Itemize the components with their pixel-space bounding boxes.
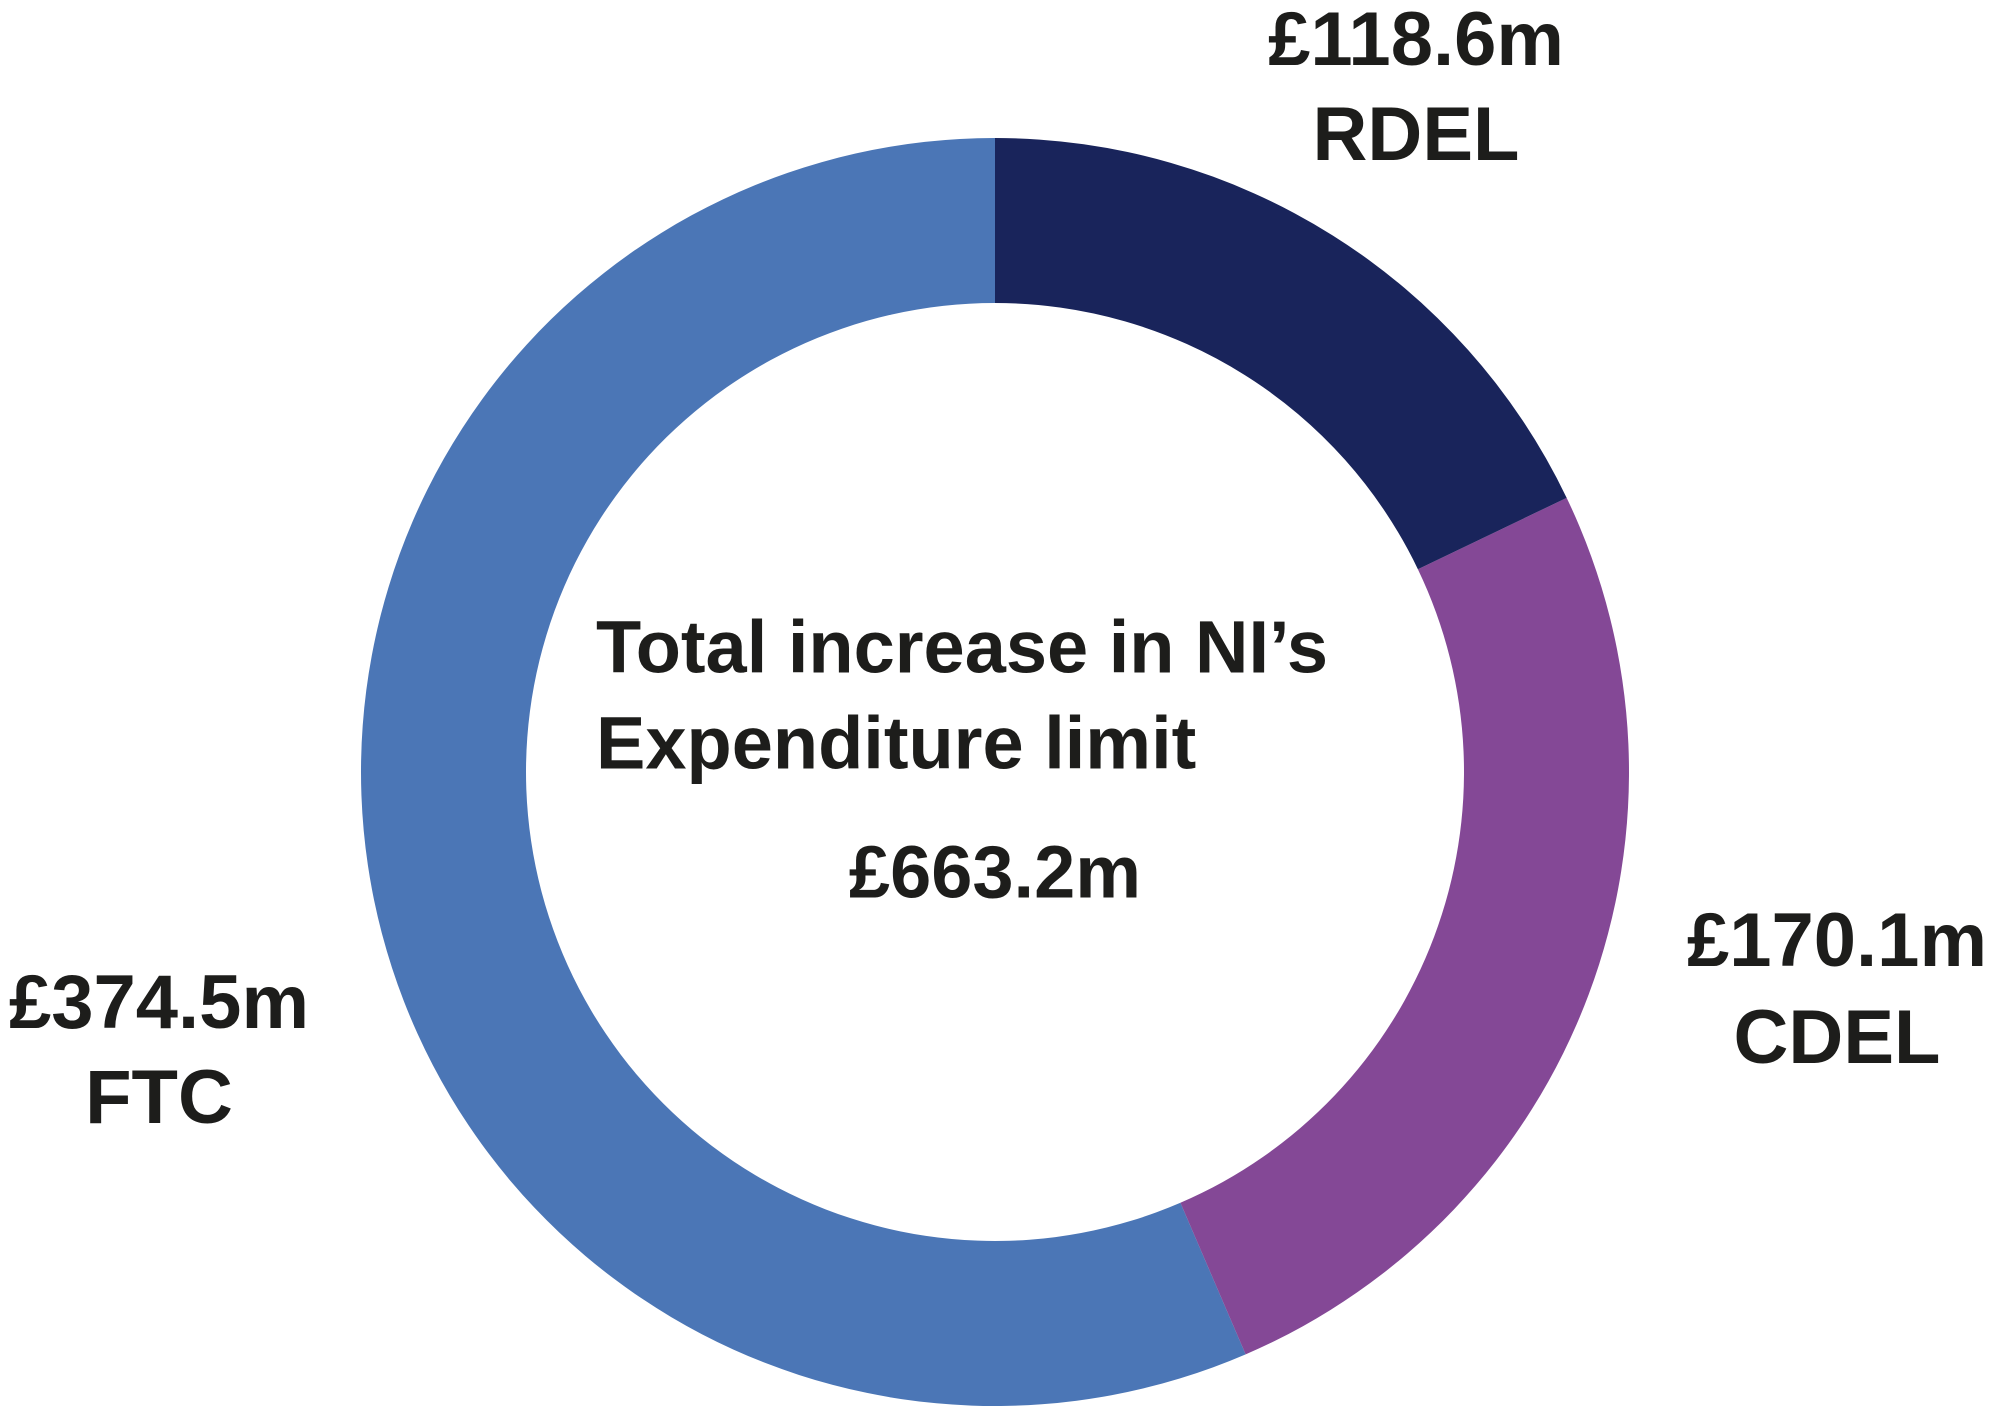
center-title: Total increase in NI’s (596, 606, 1328, 689)
value-label: £170.1m (1687, 898, 1987, 983)
center-title: Expenditure limit (596, 702, 1196, 785)
donut-segment (1180, 497, 1629, 1355)
center-total: £663.2m (849, 831, 1141, 914)
category-label: FTC (85, 1055, 233, 1140)
category-label: RDEL (1313, 92, 1520, 177)
donut-segment (360, 138, 1246, 1406)
donut-segment (995, 138, 1567, 570)
value-label: £374.5m (9, 960, 309, 1045)
value-label: £118.6m (1268, 0, 1564, 82)
category-label: CDEL (1734, 995, 1941, 1080)
